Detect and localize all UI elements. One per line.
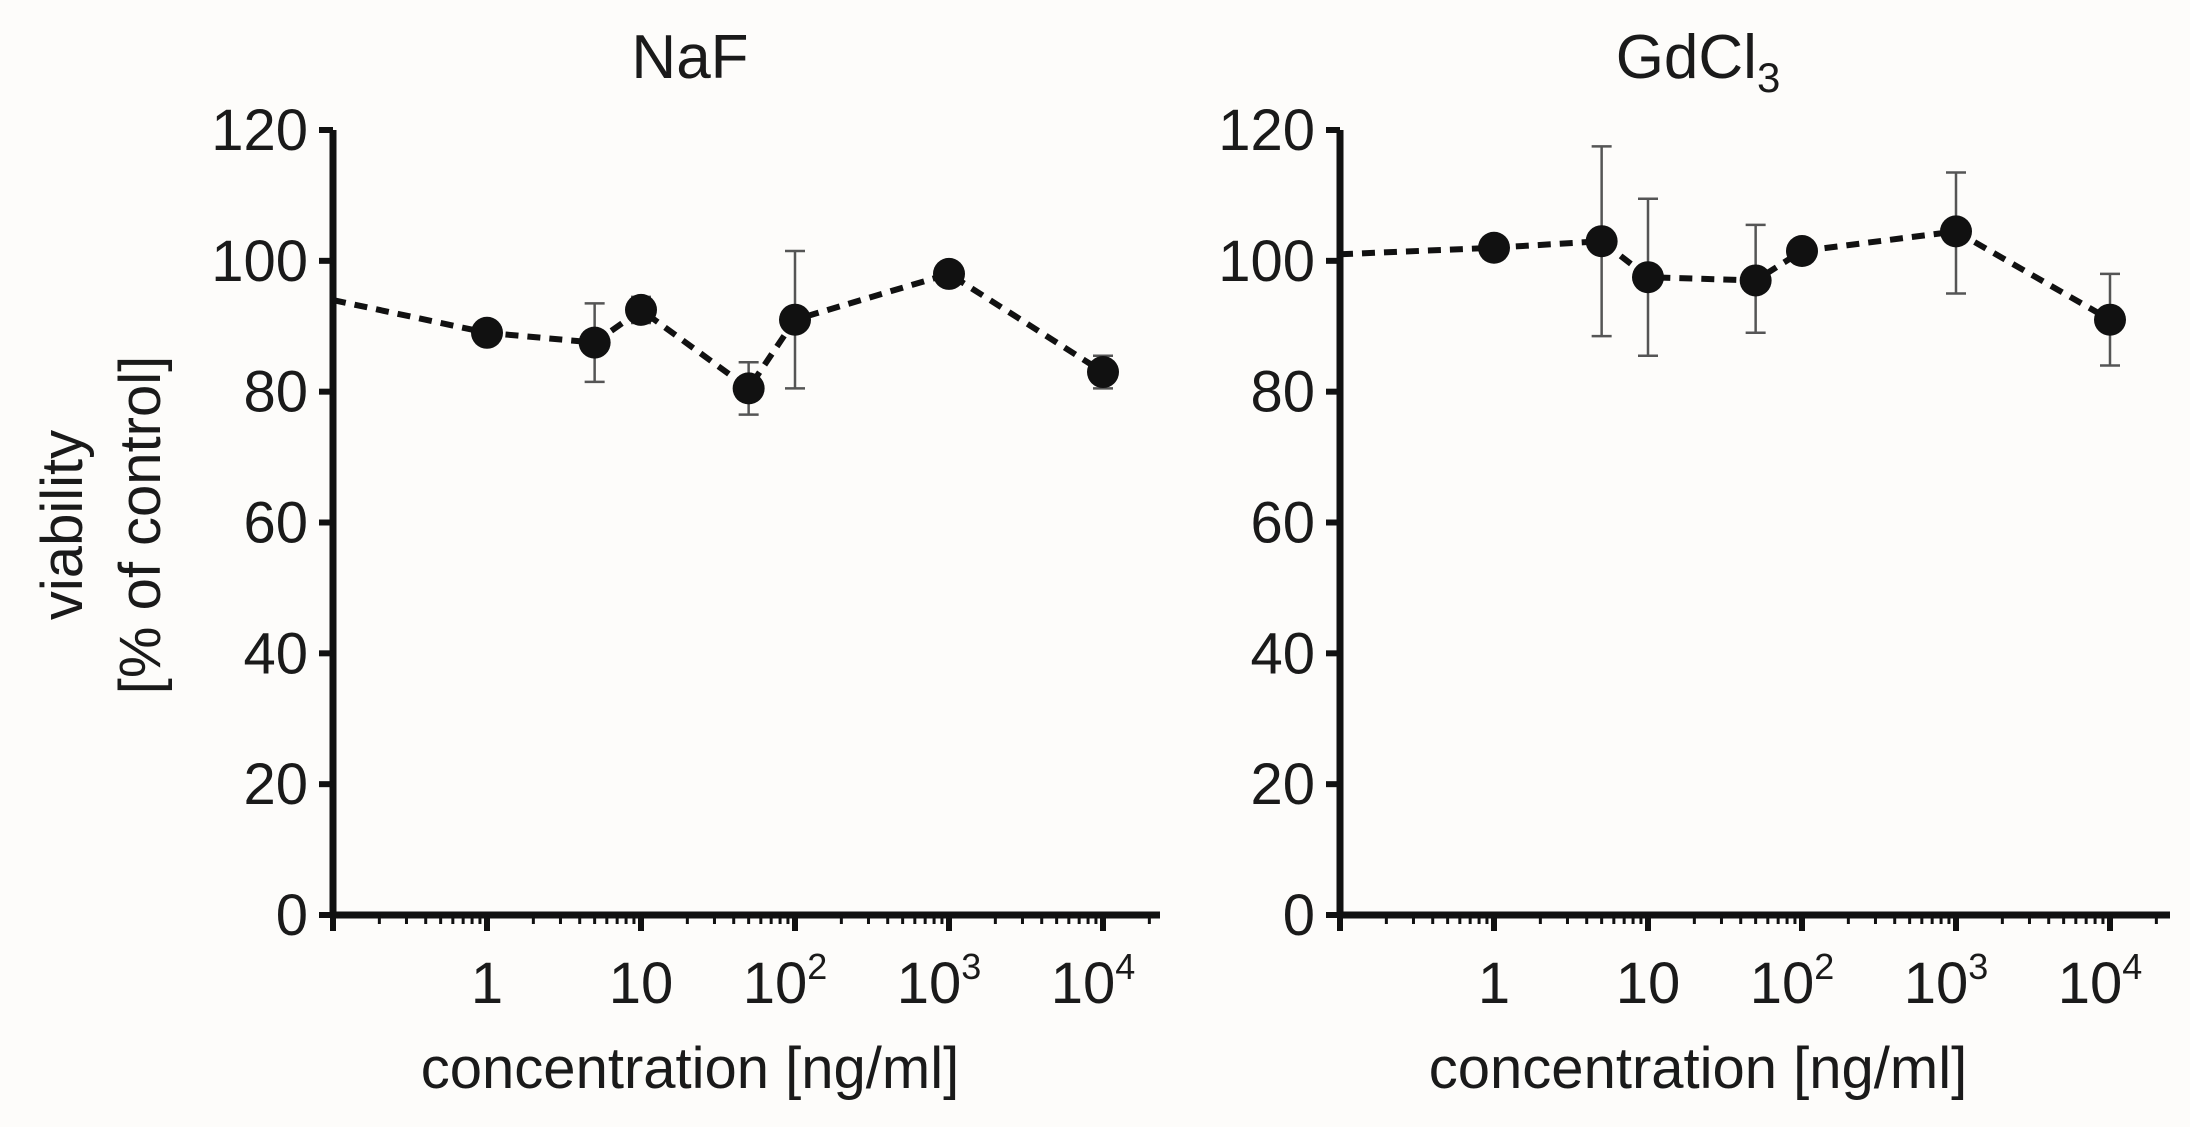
y-tick-label: 120 — [1218, 98, 1315, 163]
x-tick-label-exponent: 3 — [1968, 946, 1988, 987]
series-line-gdcl3 — [1339, 228, 2112, 323]
data-point — [1087, 356, 1119, 389]
y-tick-label: 60 — [1250, 491, 1315, 556]
x-tick-label-exponent: 3 — [961, 946, 981, 987]
data-point — [1739, 264, 1772, 297]
data-point — [1585, 225, 1618, 258]
x-tick-label-exponent: 4 — [1115, 946, 1135, 987]
chart-title: GdCl3 — [1616, 23, 1781, 101]
x-tick-label: 104 — [2058, 946, 2143, 1016]
data-point — [578, 326, 611, 359]
x-tick-label-exponent: 2 — [807, 946, 827, 987]
x-tick-label-base: 10 — [1750, 951, 1815, 1016]
x-tick-label-base: 10 — [1616, 951, 1681, 1016]
data-point — [933, 257, 965, 290]
x-tick-label: 103 — [1904, 946, 1989, 1016]
y-tick-label: 40 — [243, 621, 308, 686]
x-tick-label: 10 — [609, 951, 674, 1016]
x-tick-label: 102 — [743, 946, 828, 1016]
x-tick-label: 1 — [471, 951, 503, 1016]
y-tick-label: 120 — [211, 98, 308, 163]
x-tick-label-base: 10 — [2058, 951, 2123, 1016]
data-point — [1940, 215, 1972, 248]
data-point — [1632, 261, 1664, 294]
y-tick-label: 80 — [243, 360, 308, 425]
series-line-naf — [332, 270, 1105, 393]
x-tick-label: 102 — [1750, 946, 1835, 1016]
chart-title-main: NaF — [631, 23, 748, 92]
y-axis-label-line1: viability — [30, 430, 95, 620]
data-point — [779, 303, 811, 336]
y-tick-label: 40 — [1250, 621, 1315, 686]
x-tick-label: 103 — [897, 946, 982, 1016]
y-tick-label: 100 — [1218, 229, 1315, 294]
x-tick-label-base: 10 — [609, 951, 674, 1016]
x-tick-label: 104 — [1051, 946, 1136, 1016]
chart-title-main: GdCl — [1616, 23, 1757, 92]
y-tick-label: 80 — [1250, 360, 1315, 425]
x-tick-label-base: 1 — [471, 951, 503, 1016]
data-point — [1786, 235, 1818, 268]
x-tick-label-base: 1 — [1478, 951, 1510, 1016]
data-point — [471, 316, 503, 349]
y-tick-label: 20 — [243, 752, 308, 817]
y-tick-label: 0 — [276, 883, 308, 948]
y-tick-label: 20 — [1250, 752, 1315, 817]
x-axis-label: concentration [ng/ml] — [1429, 1036, 1967, 1101]
y-tick-label: 0 — [1283, 883, 1315, 948]
y-tick-label: 100 — [211, 229, 308, 294]
x-axis-label: concentration [ng/ml] — [421, 1036, 959, 1101]
y-tick-label: 60 — [243, 491, 308, 556]
chart-title: NaF — [631, 23, 748, 92]
x-tick-label-exponent: 4 — [2122, 946, 2142, 987]
data-point — [2094, 303, 2126, 336]
x-tick-label-base: 10 — [897, 951, 962, 1016]
x-tick-label-base: 10 — [1051, 951, 1116, 1016]
data-point — [625, 293, 657, 326]
y-axis-label-line2: [% of control] — [108, 356, 173, 694]
data-point — [732, 372, 765, 405]
x-tick-label-base: 10 — [1904, 951, 1969, 1016]
chart-title-subscript: 3 — [1757, 54, 1780, 101]
data-point — [1478, 231, 1510, 264]
x-tick-label: 10 — [1616, 951, 1681, 1016]
x-tick-label-base: 10 — [743, 951, 808, 1016]
x-tick-label-exponent: 2 — [1814, 946, 1834, 987]
x-tick-label: 1 — [1478, 951, 1510, 1016]
